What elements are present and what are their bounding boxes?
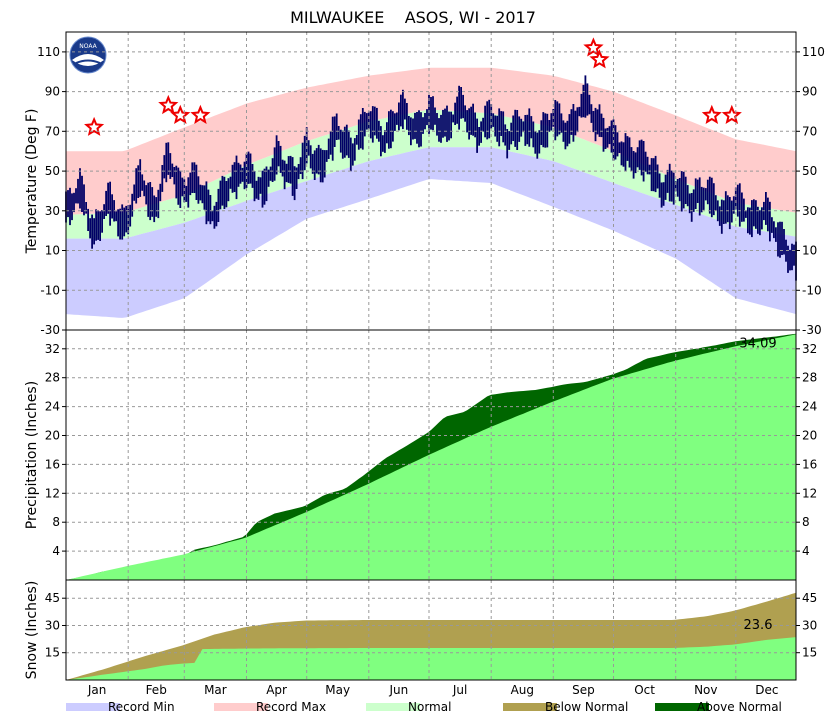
y-tick-label-right: 15 (802, 646, 817, 660)
record-stars (84, 37, 742, 136)
y-tick-label-left: 10 (45, 244, 60, 258)
month-label: Oct (634, 683, 655, 697)
y-tick-label-right: 20 (802, 429, 817, 443)
y-tick-label-left: 8 (52, 515, 60, 529)
y-tick-label-left: 110 (37, 45, 60, 59)
month-label: Aug (511, 683, 534, 697)
y-tick-label-right: -10 (802, 283, 822, 297)
y-tick-label-left: 15 (45, 646, 60, 660)
y-tick-label-left: 50 (45, 164, 60, 178)
noaa-logo-icon: NOAA (69, 36, 107, 74)
month-label: May (325, 683, 350, 697)
panel-2: 4 4 8 8 12 12 16 16 20 20 24 24 28 28 32 32 Precipitatio… (24, 329, 817, 581)
month-label: Jan (87, 683, 107, 697)
legend-label: Below Normal (545, 700, 628, 714)
legend-swatch (655, 703, 709, 711)
y-tick-label-left: 90 (45, 85, 60, 99)
y-tick-label-right: 24 (802, 400, 817, 414)
y-tick-label-left: -30 (40, 323, 60, 337)
legend-swatch (214, 703, 268, 711)
y-tick-label-right: 70 (802, 124, 817, 138)
observed-snow-area (66, 637, 796, 680)
legend-swatch (503, 703, 557, 711)
y-tick-label-right: 28 (802, 371, 817, 385)
y-tick-label-left: 30 (45, 204, 60, 218)
y-tick-label-left: 32 (45, 342, 60, 356)
grid (66, 330, 796, 580)
y-tick-label-left: 28 (45, 371, 60, 385)
month-label: Jun (389, 683, 409, 697)
y-tick-label-right: 50 (802, 164, 817, 178)
grid (66, 580, 796, 680)
y-tick-label-right: 12 (802, 486, 817, 500)
y-tick-label-right: 32 (802, 342, 817, 356)
record-star-icon (583, 37, 604, 57)
record-star-icon (721, 104, 742, 125)
y-tick-label-right: 8 (802, 515, 810, 529)
legend-label: Above Normal (697, 700, 782, 714)
y-tick-label-right: 45 (802, 591, 817, 605)
normal-precip-area (66, 334, 796, 580)
y-tick-label-right: 10 (802, 244, 817, 258)
legend-label: Record Max (256, 700, 326, 714)
y-tick-label-left: 4 (52, 544, 60, 558)
record-star-icon (170, 104, 191, 125)
y-axis-label: Precipitation (Inches) (24, 381, 40, 529)
y-axis-label: Temperature (Deg F) (24, 109, 40, 255)
month-label: Dec (755, 683, 778, 697)
y-tick-label-left: 70 (45, 124, 60, 138)
chart-title: MILWAUKEE ASOS, WI - 2017 (290, 8, 536, 27)
total-annotation: 23.6 (744, 618, 773, 633)
y-tick-label-right: -30 (802, 323, 822, 337)
month-label: Nov (694, 683, 717, 697)
observed-series (65, 75, 797, 281)
y-tick-label-left: 20 (45, 429, 60, 443)
y-tick-label-left: 30 (45, 619, 60, 633)
record-star-icon (84, 116, 105, 136)
x-axis-months: Jan Feb Mar Apr May Jun Jul Aug Sep Oct Nov Dec (87, 683, 779, 697)
y-tick-label-left: 16 (45, 457, 60, 471)
y-tick-label-left: 12 (45, 486, 60, 500)
y-tick-label-right: 4 (802, 544, 810, 558)
y-tick-label-left: -10 (40, 283, 60, 297)
month-label: Feb (146, 683, 167, 697)
total-annotation: 34.09 (739, 337, 776, 352)
y-tick-label-left: 45 (45, 591, 60, 605)
record-star-icon (190, 104, 211, 125)
month-label: Jul (452, 683, 467, 697)
y-tick-label-right: 16 (802, 457, 817, 471)
panel-frame (65, 579, 797, 681)
panel-3: 15 15 30 30 45 45 Snow (Inches) 23.6 (24, 579, 817, 681)
legend-swatch (366, 703, 420, 711)
record-star-icon (589, 49, 610, 69)
legend-swatch (66, 703, 120, 711)
y-tick-label-left: 24 (45, 400, 60, 414)
legend-label: Record Min (108, 700, 175, 714)
y-tick-label-right: 90 (802, 85, 817, 99)
month-label: Sep (572, 683, 595, 697)
y-tick-label-right: 110 (802, 45, 825, 59)
month-label: Mar (204, 683, 227, 697)
y-tick-label-right: 30 (802, 619, 817, 633)
y-axis-label: Snow (Inches) (24, 581, 40, 680)
logo-text: NOAA (79, 43, 97, 50)
month-label: Apr (266, 683, 287, 697)
record-star-icon (158, 94, 179, 115)
panel-1: -30 -30 -10 -10 10 10 30 30 50 50 70 70 90 90 110 110 Te… (24, 31, 825, 337)
y-tick-label-right: 30 (802, 204, 817, 218)
record-star-icon (701, 104, 722, 125)
grid (66, 32, 796, 331)
legend-label: Normal (408, 700, 451, 714)
